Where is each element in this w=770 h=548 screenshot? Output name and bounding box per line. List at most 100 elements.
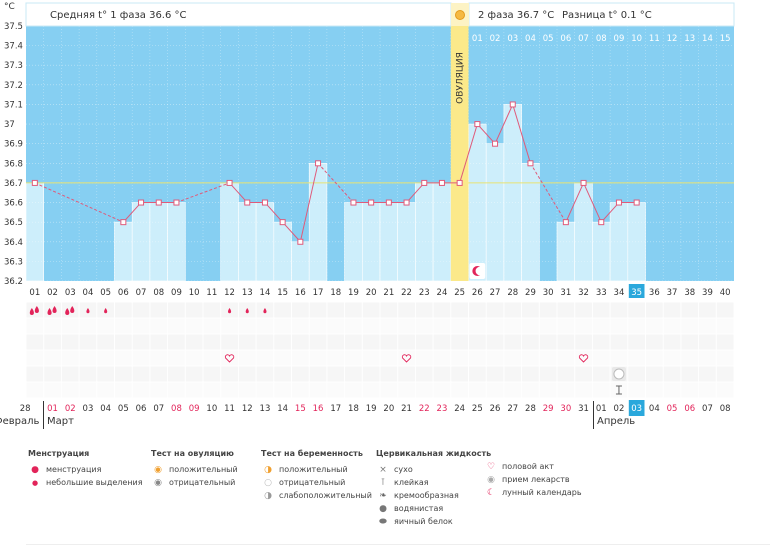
marker-cell [380,382,398,398]
marker-cell [716,350,734,366]
marker-cell [557,366,575,382]
marker-cell [663,350,681,366]
cycle-day-label: 19 [348,288,359,298]
marker-cell [44,302,61,318]
marker-cell [592,350,610,366]
date-label: 02 [614,404,625,414]
marker-cell [185,318,203,334]
cycle-day-label: 07 [136,288,147,298]
temperature-point [421,179,428,186]
temperature-bar [114,221,133,282]
heart-icon: ♡ [486,461,496,472]
date-label: 07 [153,404,164,414]
marker-cell [274,382,291,398]
pill-icon: ◉ [487,474,495,485]
line-segment [476,123,496,145]
marker-cell [168,350,185,366]
marker-cell [345,382,362,398]
marker-cell [150,302,168,318]
marker-cell [362,350,380,366]
line-segment [565,182,585,223]
marker-cell [97,350,114,366]
y-tick-label: 36.5 [4,218,23,228]
line-segment [512,104,531,164]
marker-cell [539,366,557,382]
temperature-bar [485,143,505,282]
temperature-point [438,179,445,186]
marker-cell [681,382,699,398]
marker-cell [469,350,486,366]
cycle-day-label: 09 [171,288,182,298]
date-label: 13 [260,404,271,414]
date-row: 28 01 02 03 04 05 06 07 08 09 10 11 12 13 14 15 16 17 18 19… [20,400,731,416]
marker-cell [79,366,97,382]
blood-drops-icon [70,306,75,313]
marker-cell [44,366,61,382]
marker-cell [433,302,451,318]
blood-drops-icon: ● [31,464,39,475]
marker-cell [79,334,97,350]
cycle-day-label: 04 [83,288,94,298]
cycle-day-label: 40 [720,288,731,298]
pill-icon [613,368,625,380]
sticky-icon [615,385,622,395]
marker-cell [486,334,504,350]
marker-cell [699,382,716,398]
marker-cell [238,382,256,398]
marker-cell [61,366,79,382]
date-label: 23 [437,404,448,414]
temperature-bar [220,182,239,282]
temperature-point [403,199,410,206]
date-label: 03 [631,404,642,414]
marker-cell [203,302,221,318]
marker-cell [61,350,79,366]
marker-cell [699,302,716,318]
date-label: 08 [171,404,182,414]
temperature-bar [468,123,487,282]
blood-drop-icon [86,308,90,314]
line-segment [530,163,567,223]
month-apr: Апрель [597,416,636,427]
temperature-point [155,199,162,206]
moon-icon [469,263,486,279]
temperature-bar [25,182,45,282]
marker-cell [150,318,168,334]
marker-cell [575,350,592,366]
marker-cell [557,318,575,334]
line-segment [264,202,284,223]
legend-item: ◉ отрицательный [151,476,238,489]
y-tick-label: 36.9 [4,140,23,150]
date-label: 18 [348,404,359,414]
bbt-chart: ОВУЛЯЦИЯ 37.537.437.337.237.13736.936.83… [4,2,735,298]
creamy-icon: ❧ [379,490,387,501]
positive-test-icon: ◑ [264,464,272,475]
blood-drops-icon [52,306,57,313]
negative-test-icon: ○ [264,477,272,488]
marker-cell [44,350,61,366]
marker-cell [115,350,132,366]
marker-cell [61,382,79,398]
y-tick-label: 37.3 [4,61,23,71]
blood-drop-icon [104,308,108,314]
marker-cell [415,318,433,334]
marker-cell [309,382,327,398]
egg-white-icon: ⬬ [379,516,387,527]
date-label: 31 [578,404,589,414]
marker-cell [380,350,398,366]
cycle-day-label: 15 [277,288,288,298]
marker-cell [504,334,522,350]
line-segment [176,182,230,204]
marker-cell [185,366,203,382]
legend-pregnancy-test: Тест на беременность ◑ положительный ○ отр… [261,449,372,502]
line-segment [282,221,301,243]
marker-cell [469,366,486,382]
marker-cell [61,302,79,318]
y-tick-label: 37.4 [4,42,23,52]
marker-cell [646,366,663,382]
marker-cell [628,318,645,334]
marker-cell [486,382,504,398]
y-tick-label: 36.8 [4,159,23,169]
marker-cell [61,318,79,334]
marker-cell [575,334,592,350]
temperature-point [509,101,516,108]
